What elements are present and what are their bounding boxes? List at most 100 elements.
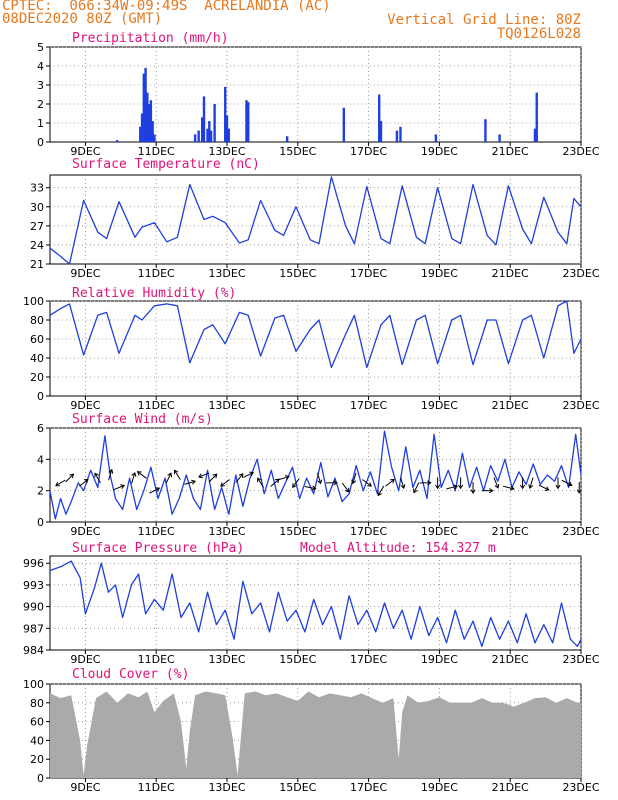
wind-arrow <box>174 470 181 480</box>
wind-arrow <box>257 477 264 488</box>
rh-xtick-label: 21DEC <box>492 399 529 412</box>
pressure-ytick-label: 987 <box>23 622 44 635</box>
precip-bar <box>245 100 248 142</box>
cloud-xtick-label: 15DEC <box>279 781 316 794</box>
wind-arrow <box>292 478 300 488</box>
wind-arrow-head <box>458 484 464 490</box>
precip-bar <box>285 136 289 142</box>
precip-bar <box>202 96 206 142</box>
precip-bar <box>498 134 501 142</box>
model-altitude-label: Model Altitude: 154.327 m <box>300 541 496 556</box>
temp-xtick-label: 17DEC <box>350 267 387 280</box>
wind-arrow <box>165 472 172 484</box>
rh-xtick-label: 19DEC <box>421 399 458 412</box>
rh-xtick-label: 15DEC <box>279 399 316 412</box>
wind-xtick-label: 19DEC <box>421 525 458 538</box>
pressure-xtick-label: 9DEC <box>70 653 100 666</box>
rh-ytick-label: 80 <box>30 314 44 327</box>
wind-arrow-head <box>528 484 534 489</box>
precip-bar <box>484 119 487 142</box>
wind-arrow-head <box>519 484 526 490</box>
wind-xtick-label: 15DEC <box>279 525 316 538</box>
temp-xtick-label: 15DEC <box>279 267 316 280</box>
precip-xtick-label: 13DEC <box>208 145 245 158</box>
pressure-ytick-label: 996 <box>23 557 44 570</box>
wind-arrow <box>377 485 385 496</box>
wind-arrow-head <box>94 472 99 478</box>
precip-xtick-label: 15DEC <box>279 145 316 158</box>
wind-arrow-head <box>351 479 357 485</box>
rh-frame <box>49 300 582 397</box>
wind-arrow-head <box>333 480 338 486</box>
precip-bar <box>213 104 216 142</box>
rh-ytick-label: 60 <box>30 333 44 346</box>
precip-bar <box>206 128 209 142</box>
wind-arrow <box>502 485 514 490</box>
wind-arrow-head <box>311 485 317 491</box>
pressure-series-line <box>49 560 582 648</box>
precip-frame <box>49 46 582 143</box>
rh-ytick-label: 100 <box>23 295 44 308</box>
wind-series-line <box>49 430 582 520</box>
precip-bar <box>197 130 200 142</box>
precip-xtick-label: 17DEC <box>350 145 387 158</box>
cloud-xtick-label: 17DEC <box>350 781 387 794</box>
wind-xtick-label: 17DEC <box>350 525 387 538</box>
cloud-xtick-label: 21DEC <box>492 781 529 794</box>
wind-arrow-head <box>544 486 550 491</box>
wind-frame <box>49 427 582 523</box>
wind-xtick-label: 13DEC <box>208 525 245 538</box>
temp-title: Surface Temperature (nC) <box>72 157 260 172</box>
rh-xtick-label: 13DEC <box>208 399 245 412</box>
pressure-xtick-label: 11DEC <box>138 653 175 666</box>
wind-arrow-head <box>470 489 476 494</box>
wind-arrow <box>538 484 549 491</box>
precip-bar <box>139 126 142 142</box>
wind-arrow <box>243 472 254 478</box>
pressure-ytick-label: 984 <box>23 644 44 657</box>
wind-arrow-head <box>155 487 161 492</box>
wind-arrow <box>385 479 395 487</box>
temp-series-line <box>49 176 582 265</box>
wind-arrow <box>304 485 316 490</box>
wind-arrow-head <box>257 477 262 483</box>
wind-arrow <box>400 477 405 489</box>
wind-arrow <box>493 477 499 489</box>
wind-arrow-head <box>367 482 372 487</box>
rh-xtick-label: 17DEC <box>350 399 387 412</box>
wind-arrow <box>278 476 290 481</box>
precip-xtick-label: 9DEC <box>70 145 100 158</box>
temp-xtick-label: 21DEC <box>492 267 529 280</box>
wind-arrow <box>131 472 136 484</box>
temp-ytick-label: 24 <box>30 239 44 252</box>
wind-arrow <box>113 485 125 491</box>
pressure-xtick-label: 21DEC <box>492 653 529 666</box>
wind-arrow <box>235 473 244 483</box>
wind-arrow-head <box>220 482 225 487</box>
precip-bar <box>149 100 153 142</box>
cloud-ytick-label: 20 <box>30 753 44 766</box>
precip-ytick-label: 0 <box>37 136 44 149</box>
wind-arrow <box>352 472 357 484</box>
pressure-ytick-label: 993 <box>23 579 44 592</box>
wind-arrow-head <box>131 472 137 477</box>
wind-arrow-head <box>108 468 114 474</box>
wind-arrow <box>65 473 74 483</box>
rh-xtick-label: 11DEC <box>138 399 175 412</box>
temp-xtick-label: 23DEC <box>562 267 599 280</box>
wind-arrow <box>149 487 160 494</box>
wind-xtick-label: 9DEC <box>70 525 100 538</box>
wind-arrow <box>561 479 572 486</box>
temp-ytick-label: 33 <box>30 182 44 195</box>
precip-ytick-label: 5 <box>37 41 44 54</box>
cloud-ytick-label: 80 <box>30 697 44 710</box>
precip-bar <box>434 134 438 142</box>
wind-arrow <box>94 473 101 484</box>
header-right-line2: TQ0126L028 <box>496 26 581 42</box>
temp-xtick-label: 9DEC <box>70 267 100 280</box>
wind-arrow-head <box>249 471 255 477</box>
wind-arrow <box>362 479 372 487</box>
wind-arrow <box>55 479 66 487</box>
wind-arrow <box>446 485 458 490</box>
rh-ytick-label: 40 <box>30 352 44 365</box>
